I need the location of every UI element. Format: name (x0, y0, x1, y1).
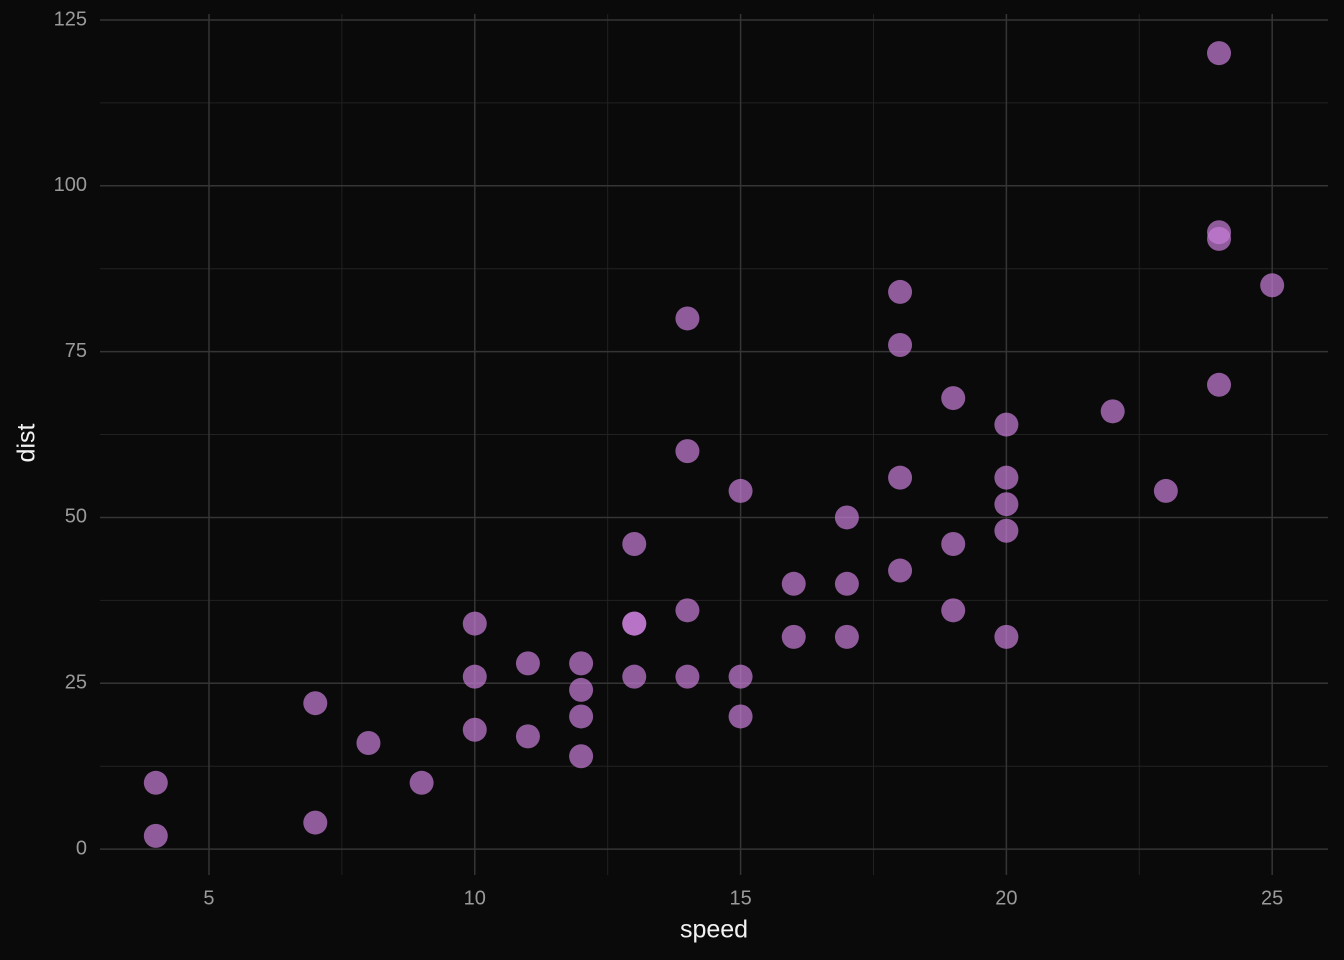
point (143, 823, 168, 848)
x-tick-label: 10 (464, 887, 486, 909)
point (728, 664, 753, 689)
y-tick-label: 100 (54, 174, 87, 196)
x-axis-title: speed (680, 916, 748, 944)
point (941, 598, 966, 623)
point (781, 571, 806, 596)
y-tick-label: 0 (76, 837, 87, 859)
y-axis-title: dist (13, 423, 41, 462)
point (994, 412, 1019, 437)
point (888, 333, 913, 358)
point (941, 531, 966, 556)
x-tick-label: 5 (203, 887, 214, 909)
point (515, 651, 540, 676)
point (1153, 478, 1178, 503)
point (1207, 41, 1232, 66)
point (462, 717, 487, 742)
point (569, 744, 594, 769)
x-tick-label: 15 (729, 887, 751, 909)
y-tick-label: 50 (65, 506, 87, 528)
y-tick-label: 75 (65, 340, 87, 362)
x-tick-label: 20 (995, 887, 1017, 909)
point (356, 730, 381, 755)
point (303, 810, 328, 835)
point (994, 492, 1019, 517)
point (462, 611, 487, 636)
point (994, 465, 1019, 490)
point (515, 724, 540, 749)
point (675, 664, 700, 689)
point (675, 306, 700, 331)
point (888, 279, 913, 304)
point (409, 770, 434, 795)
point (569, 704, 594, 729)
y-tick-label: 125 (54, 8, 87, 30)
point (143, 770, 168, 795)
point (1100, 399, 1125, 424)
y-tick-label: 25 (65, 672, 87, 694)
point (622, 611, 647, 636)
x-tick-label: 25 (1261, 887, 1283, 909)
point (1207, 220, 1232, 245)
point (462, 664, 487, 689)
point (569, 651, 594, 676)
point (622, 531, 647, 556)
point (834, 505, 859, 530)
point (941, 386, 966, 411)
point (1260, 273, 1285, 298)
point (728, 704, 753, 729)
point (728, 478, 753, 503)
point (569, 677, 594, 702)
point (1207, 372, 1232, 397)
point (834, 624, 859, 649)
point (781, 624, 806, 649)
point (888, 558, 913, 583)
point (888, 465, 913, 490)
point (622, 664, 647, 689)
point (675, 439, 700, 464)
point (675, 598, 700, 623)
point (994, 518, 1019, 543)
point (303, 691, 328, 716)
point (994, 624, 1019, 649)
point (834, 571, 859, 596)
